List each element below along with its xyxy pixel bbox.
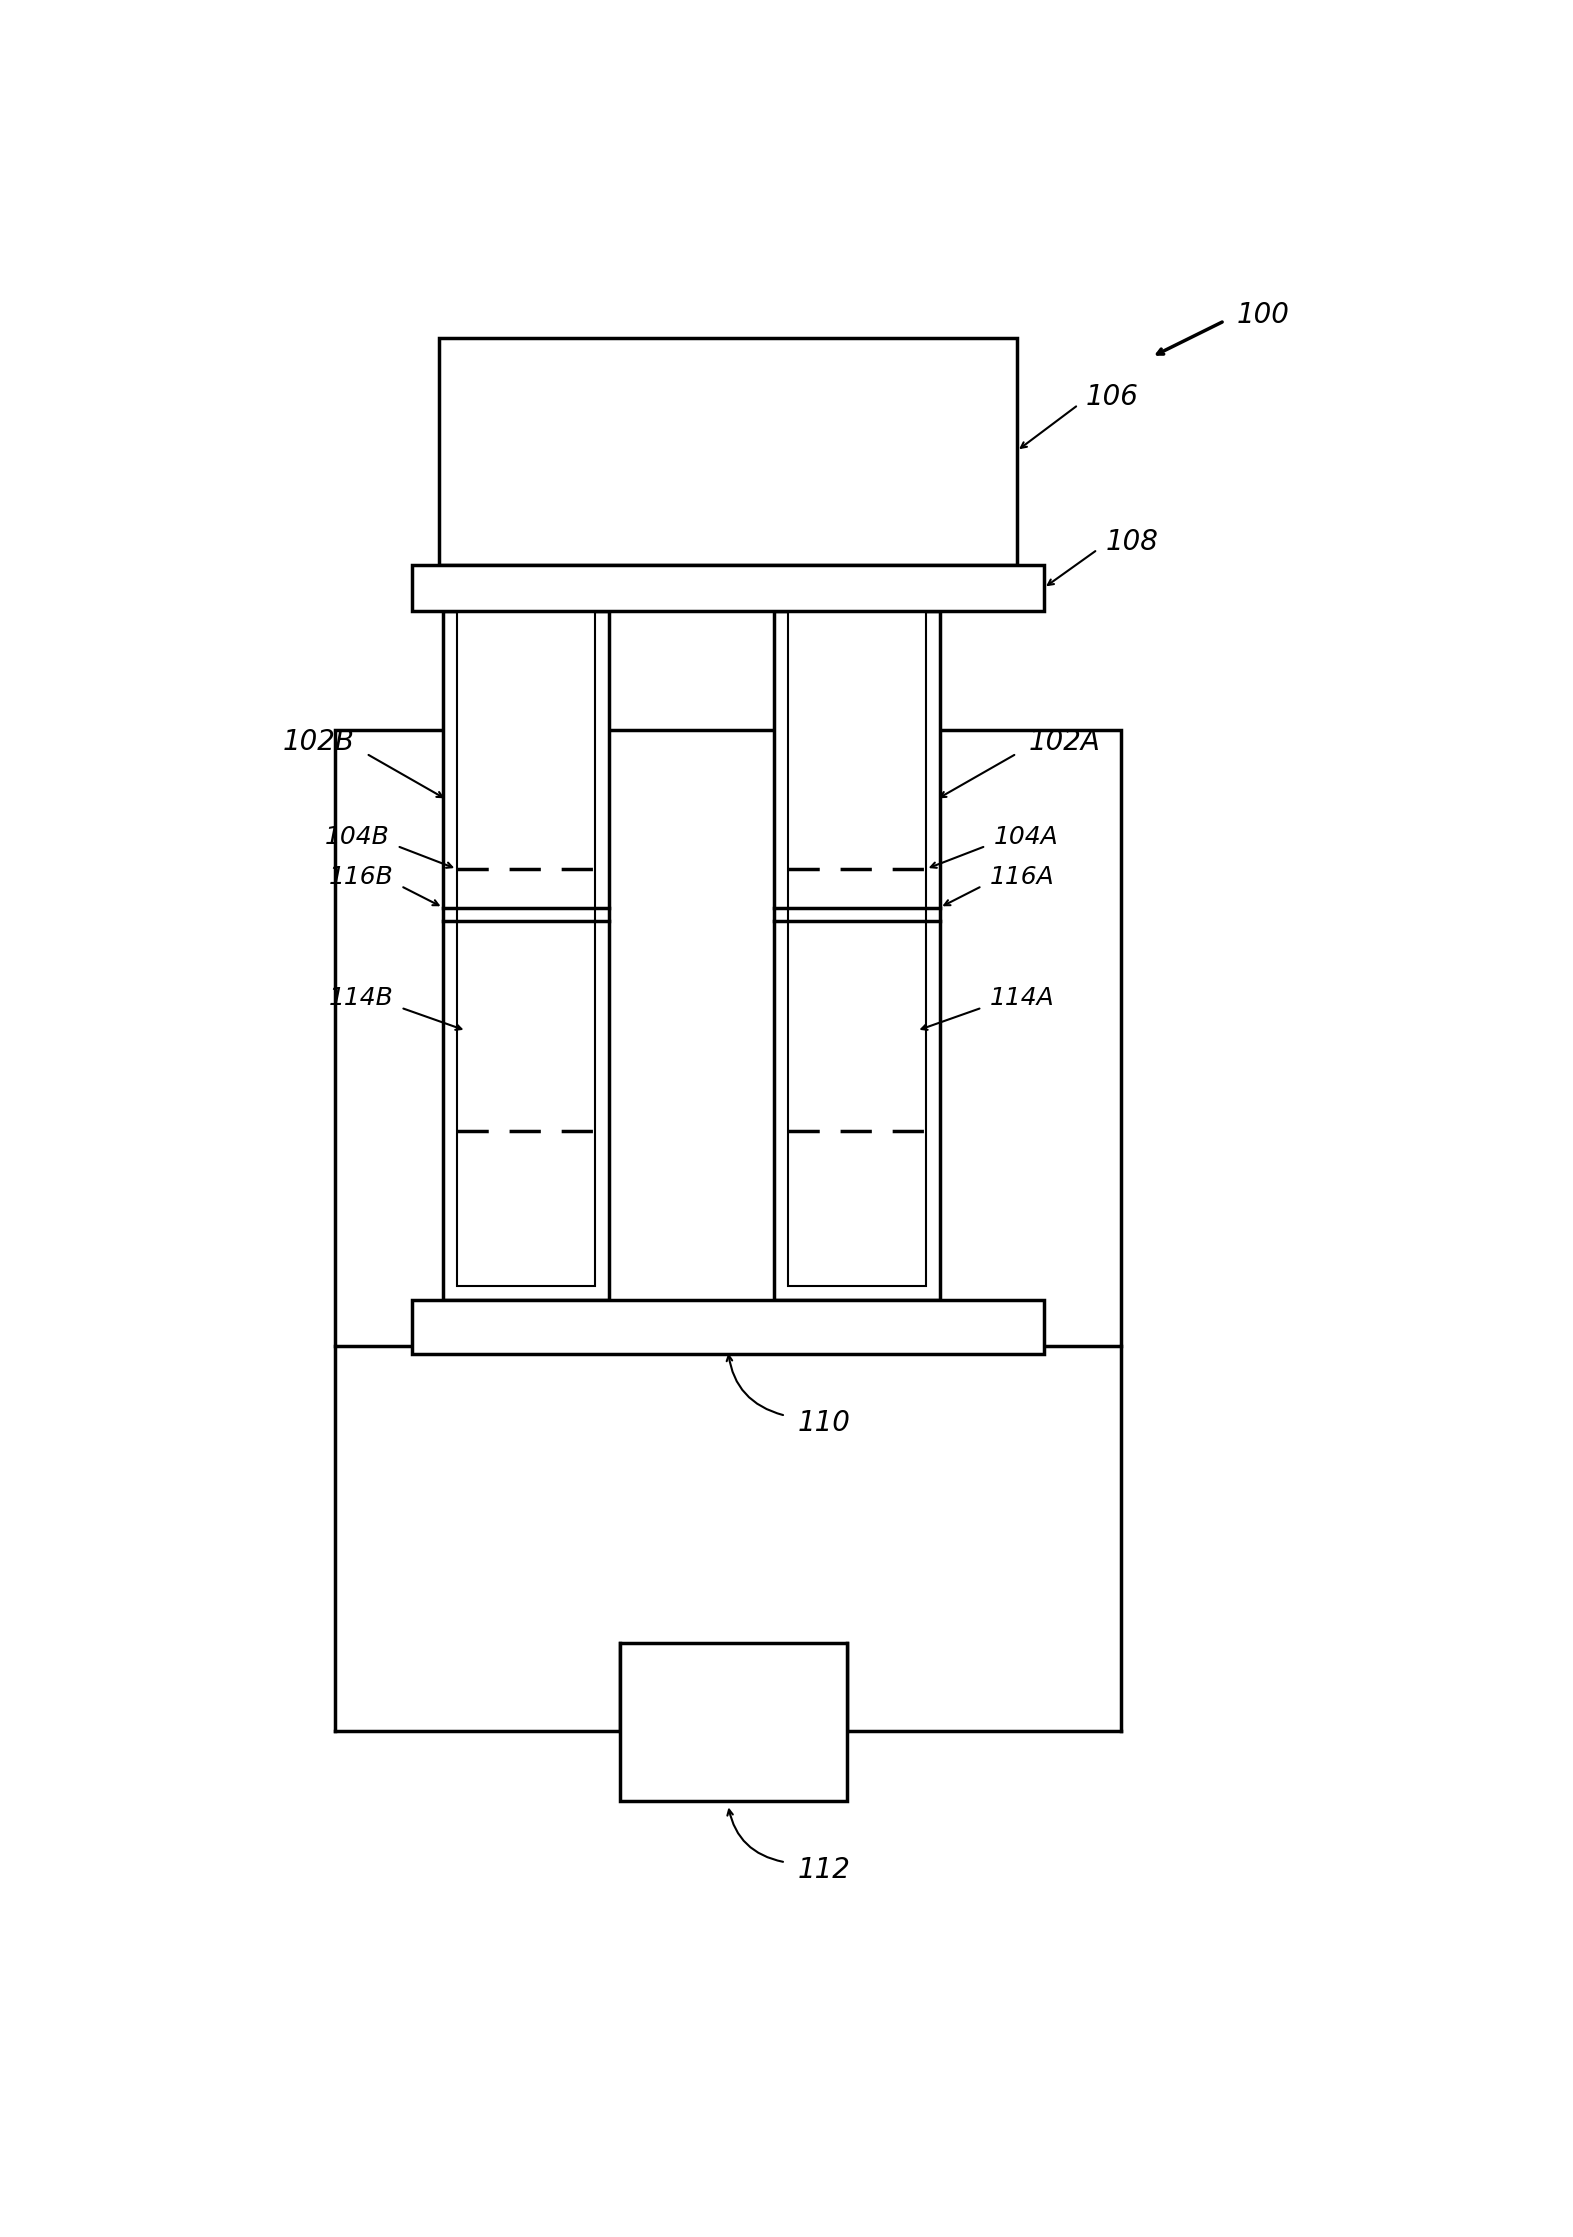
- Text: 114B: 114B: [329, 987, 393, 1011]
- Bar: [412, 1300, 1044, 1353]
- Bar: [458, 611, 595, 1286]
- Text: 102A: 102A: [1029, 727, 1100, 756]
- Bar: [412, 566, 1044, 611]
- Text: 112: 112: [798, 1857, 849, 1884]
- Text: 106: 106: [1085, 383, 1139, 412]
- Text: 116B: 116B: [329, 866, 393, 888]
- Text: 100: 100: [1236, 300, 1290, 329]
- Text: 104B: 104B: [324, 825, 389, 848]
- Text: 116A: 116A: [989, 866, 1054, 888]
- Bar: [335, 731, 1120, 1347]
- Bar: [620, 1642, 848, 1801]
- Text: 102B: 102B: [283, 727, 354, 756]
- Bar: [774, 611, 939, 1300]
- Bar: [788, 611, 926, 1286]
- Bar: [444, 611, 609, 1300]
- Text: 110: 110: [798, 1409, 849, 1438]
- Bar: [439, 338, 1016, 566]
- Text: 104A: 104A: [994, 825, 1059, 848]
- Text: 114A: 114A: [989, 987, 1054, 1011]
- Text: 108: 108: [1106, 528, 1158, 555]
